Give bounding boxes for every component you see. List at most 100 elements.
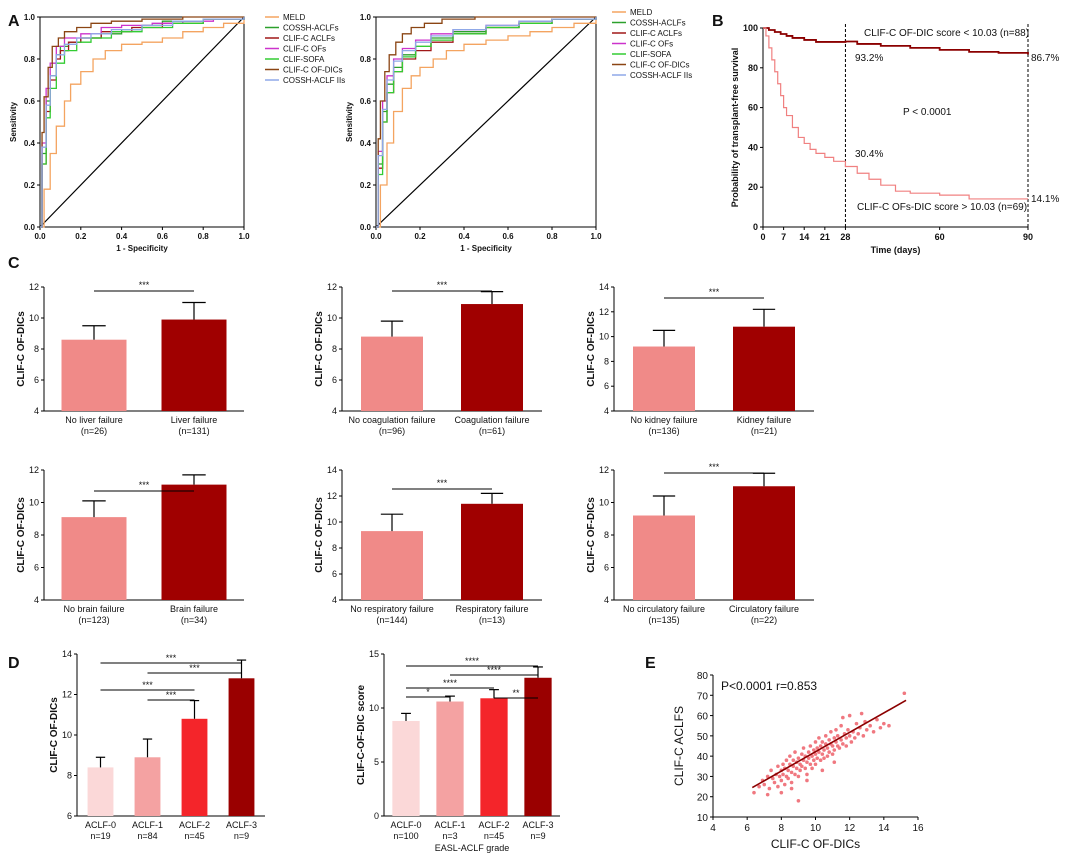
scatter-point	[820, 740, 825, 744]
x-tick-label: 0.2	[414, 232, 426, 241]
y-tick-label: 0.2	[360, 181, 372, 190]
scatter-point	[882, 721, 886, 726]
sample-size-label: (n=123)	[78, 615, 109, 625]
x-tick-label: 8	[779, 823, 785, 834]
scatter-point	[817, 736, 821, 740]
x-tick-label: 60	[935, 232, 945, 242]
scatter-point	[823, 734, 828, 738]
y-tick-label: 10	[369, 703, 379, 713]
sample-size-label: (n=61)	[479, 426, 505, 436]
km-survival-chart: 0 7 14 21 28 60 90 0 20 40 60 80 100 Time (days) Proba…	[730, 23, 1059, 255]
y-tick-label: 4	[332, 406, 337, 416]
panel-letter-a: A	[8, 13, 20, 30]
y-axis-label: CLIF-C-OF-DIC score	[356, 685, 367, 785]
legend-label: MELD	[283, 13, 305, 22]
y-tick-label: 0.4	[360, 139, 372, 148]
y-tick-label: 8	[604, 356, 609, 366]
scatter-point	[805, 778, 809, 783]
y-axis-label: Sensitivity	[9, 101, 18, 142]
scatter-point	[820, 768, 825, 773]
category-label: No kidney failure	[630, 415, 697, 425]
panel-letter-c: C	[8, 255, 20, 272]
category-label: ACLF-1	[434, 820, 465, 830]
category-label: Brain failure	[170, 604, 218, 614]
significance-label: ***	[139, 480, 150, 490]
legend-label: MELD	[630, 8, 652, 17]
roc-curve-6	[40, 16, 244, 228]
y-tick-label: 4	[34, 406, 39, 416]
correlation-stat-label: P<0.0001 r=0.853	[721, 679, 817, 693]
panel-letter-b: B	[712, 13, 724, 30]
scatter-point	[846, 727, 850, 732]
roc-curve-7	[40, 17, 245, 228]
sample-size-label: (n=34)	[181, 615, 207, 625]
x-tick-label: 6	[744, 823, 750, 834]
category-label: ACLF-2	[179, 820, 210, 830]
category-label: ACLF-3	[522, 820, 553, 830]
sample-size-label: n=9	[234, 831, 249, 841]
legend-label: COSSH-ACLFs	[283, 24, 339, 33]
y-tick-label: 6	[332, 375, 337, 385]
sample-size-label: n=9	[530, 831, 545, 841]
significance-label: ***	[709, 287, 720, 297]
bar-1	[633, 515, 695, 600]
scatter-point	[794, 766, 799, 771]
x-axis-label: EASL-ACLF grade	[435, 843, 510, 853]
y-tick-label: 8	[332, 344, 337, 354]
y-tick-label: 12	[599, 307, 609, 317]
category-label: Kidney failure	[737, 415, 792, 425]
y-axis-label: CLIF-C OF-DICs	[586, 497, 597, 573]
y-tick-label: 0.2	[24, 181, 36, 190]
scatter-point	[852, 736, 857, 740]
scatter-point	[832, 748, 837, 752]
x-tick-label: 4	[710, 823, 716, 834]
significance-label: *	[426, 687, 430, 697]
significance-label: ***	[142, 680, 153, 690]
bar-2	[733, 326, 795, 411]
significance-label: ***	[709, 462, 720, 472]
scatter-point	[825, 746, 830, 750]
category-label: Respiratory failure	[455, 604, 528, 614]
y-tick-label: 6	[67, 811, 72, 821]
sample-size-label: n=3	[442, 831, 457, 841]
y-tick-label: 0.8	[360, 55, 372, 64]
regression-line	[751, 699, 907, 789]
category-label: Liver failure	[171, 415, 218, 425]
x-tick-label: 0.8	[198, 232, 210, 241]
legend-label: COSSH-ACLF IIs	[630, 71, 692, 80]
legend-label: CLIF-C OF-DICs	[283, 66, 343, 75]
group-label-high: CLIF-C OFs-DIC score > 10.03 (n=69)	[857, 202, 1027, 213]
scatter-point	[810, 754, 814, 758]
scatter-point	[813, 752, 818, 756]
y-tick-label: 100	[743, 23, 758, 33]
y-tick-label: 1.0	[24, 13, 36, 22]
category-label: No coagulation failure	[348, 415, 435, 425]
sample-size-label: n=45	[484, 831, 504, 841]
bar-1	[392, 720, 420, 816]
x-tick-label: 0.4	[116, 232, 128, 241]
scatter-point	[847, 713, 852, 718]
scatter-point	[769, 768, 773, 773]
sample-size-label: (n=135)	[648, 615, 679, 625]
scatter-point	[793, 750, 797, 754]
x-axis-label: Time (days)	[871, 245, 921, 255]
scatter-point	[841, 742, 845, 746]
scatter-point	[777, 774, 782, 779]
y-tick-label: 70	[697, 691, 709, 702]
x-tick-label: 1.0	[590, 232, 602, 241]
y-tick-label: 10	[599, 498, 609, 508]
x-tick-label: 0.0	[370, 232, 382, 241]
bar-1	[61, 339, 127, 411]
sample-size-label: (n=131)	[178, 426, 209, 436]
y-tick-label: 40	[697, 752, 709, 763]
scatter-point	[805, 760, 809, 765]
bar-2	[461, 503, 523, 600]
scatter-point	[801, 746, 806, 750]
bar-1	[87, 767, 114, 816]
y-tick-label: 0	[753, 222, 758, 232]
scatter-point	[765, 774, 770, 779]
scatter-correlation-chart: 4 6 8 10 12 14 16 10 20 30 40 50 60 70 80 CLIF-C OF-DIC…	[672, 671, 924, 851]
scatter-point	[847, 734, 852, 738]
sample-size-label: (n=26)	[81, 426, 107, 436]
